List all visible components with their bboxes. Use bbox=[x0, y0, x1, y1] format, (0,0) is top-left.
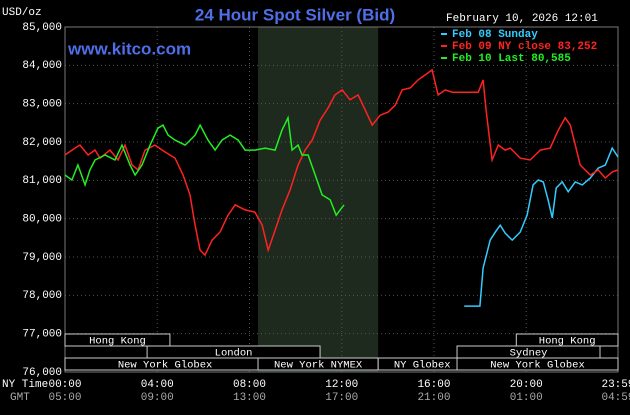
session-label: New York NYMEX bbox=[274, 359, 363, 371]
session-label: London bbox=[215, 347, 253, 359]
plot-frame bbox=[64, 26, 619, 373]
series-line bbox=[64, 68, 619, 257]
legend-label: Feb 10 Last 80,585 bbox=[452, 53, 571, 65]
session-label: Sydney bbox=[510, 347, 548, 359]
y-axis-label: USD/oz bbox=[2, 7, 42, 19]
x-tick-label: 04:00 bbox=[141, 379, 174, 391]
x-tick-label: 23:59 bbox=[601, 379, 630, 391]
session-bar bbox=[456, 357, 619, 371]
x2-tick-label: 01:00 bbox=[510, 392, 543, 404]
y-tick-label: 78,000 bbox=[22, 290, 62, 302]
watermark: www.kitco.com bbox=[67, 39, 191, 58]
y-tick-label: 80,000 bbox=[22, 214, 62, 226]
x2-axis-label: GMT bbox=[10, 392, 30, 404]
x-tick-label: 20:00 bbox=[510, 379, 543, 391]
chart-subtitle: February 10, 2026 12:01 bbox=[446, 13, 598, 25]
x-tick-label: 00:00 bbox=[48, 379, 81, 391]
series-line bbox=[64, 115, 345, 217]
y-tick-label: 76,000 bbox=[22, 367, 62, 379]
y-tick-label: 81,000 bbox=[22, 175, 62, 187]
y-tick-label: 79,000 bbox=[22, 252, 62, 264]
session-bar bbox=[64, 333, 171, 347]
x-tick-label: 12:00 bbox=[325, 379, 358, 391]
x-tick-label: 08:00 bbox=[233, 379, 266, 391]
session-shade bbox=[258, 27, 379, 372]
y-tick-label: 82,000 bbox=[22, 137, 62, 149]
session-label: Hong Kong bbox=[539, 335, 596, 347]
y-tick-label: 77,000 bbox=[22, 329, 62, 341]
y-tick-label: 85,000 bbox=[22, 22, 62, 34]
session-label: New York Globex bbox=[490, 359, 585, 371]
series-line bbox=[464, 146, 619, 307]
session-label: New York Globex bbox=[118, 359, 213, 371]
x-axis-label: NY Time bbox=[2, 379, 48, 391]
session-label: Hong Kong bbox=[89, 335, 146, 347]
x-tick-label: 16:00 bbox=[417, 379, 450, 391]
legend-label: Feb 09 NY close 83,252 bbox=[452, 41, 597, 53]
y-tick-label: 83,000 bbox=[22, 99, 62, 111]
x2-tick-label: 09:00 bbox=[141, 392, 174, 404]
x2-tick-label: 17:00 bbox=[325, 392, 358, 404]
legend-label: Feb 08 Sunday bbox=[452, 29, 538, 41]
chart-title: 24 Hour Spot Silver (Bid) bbox=[195, 5, 395, 24]
x2-tick-label: 21:00 bbox=[417, 392, 450, 404]
y-tick-label: 84,000 bbox=[22, 60, 62, 72]
x2-tick-label: 04:59 bbox=[601, 392, 630, 404]
x2-tick-label: 05:00 bbox=[48, 392, 81, 404]
session-label: NY Globex bbox=[394, 359, 451, 371]
x2-tick-label: 13:00 bbox=[233, 392, 266, 404]
